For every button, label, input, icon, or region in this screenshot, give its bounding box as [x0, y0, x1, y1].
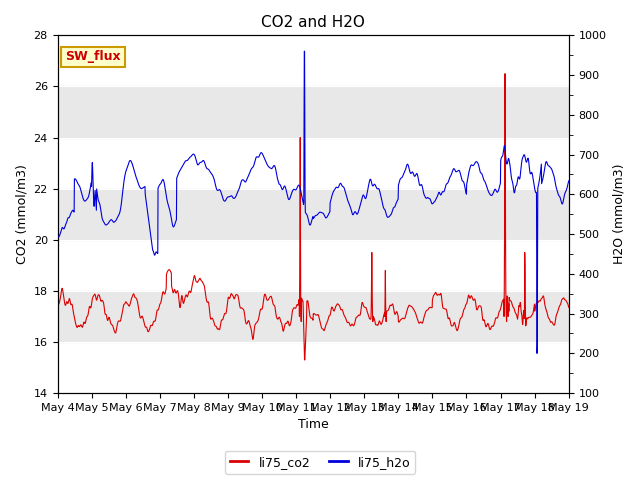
Legend: li75_co2, li75_h2o: li75_co2, li75_h2o: [225, 451, 415, 474]
Text: SW_flux: SW_flux: [65, 50, 121, 63]
Bar: [58, 86, 569, 138]
Title: CO2 and H2O: CO2 and H2O: [261, 15, 365, 30]
Bar: [58, 189, 569, 240]
Y-axis label: H2O (mmol/m3): H2O (mmol/m3): [612, 164, 625, 264]
Y-axis label: CO2 (mmol/m3): CO2 (mmol/m3): [15, 164, 28, 264]
X-axis label: Time: Time: [298, 419, 328, 432]
Bar: [58, 291, 569, 342]
